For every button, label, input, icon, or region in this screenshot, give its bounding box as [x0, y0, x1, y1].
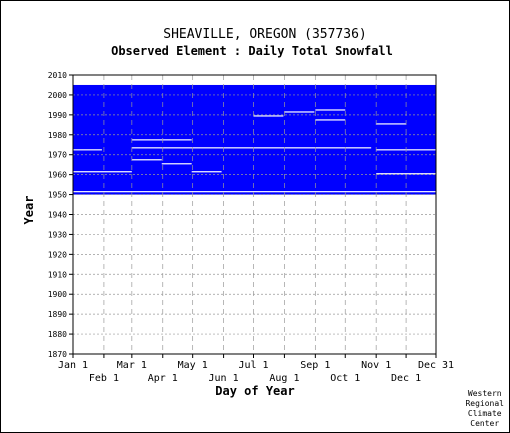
credit-line-1: Western — [467, 389, 502, 398]
y-tick-label: 1970 — [48, 151, 67, 160]
x-tick-label: Jan 1 — [58, 360, 88, 371]
y-tick-label: 1960 — [48, 171, 67, 180]
x-tick-label: Aug 1 — [269, 373, 299, 384]
chart-subtitle: Observed Element : Daily Total Snowfall — [111, 44, 393, 58]
y-axis-label: Year — [22, 196, 36, 225]
y-tick-label: 1990 — [48, 111, 67, 120]
y-tick-label: 1980 — [48, 131, 67, 140]
missing-data-segment — [376, 173, 436, 175]
y-tick-label: 1920 — [48, 250, 67, 259]
data-block — [73, 84, 436, 195]
y-tick-label: 2010 — [48, 71, 67, 80]
missing-data-segment — [253, 115, 284, 117]
missing-data-segment — [73, 191, 436, 193]
missing-data-segment — [191, 171, 222, 173]
y-tick-label: 1930 — [48, 230, 67, 239]
missing-data-segment — [284, 111, 315, 113]
y-tick-label: 1910 — [48, 270, 67, 279]
chart-title: SHEAVILLE, OREGON (357736) — [163, 27, 367, 42]
x-tick-label: Dec 31 — [418, 360, 454, 371]
missing-data-segment — [315, 109, 346, 111]
missing-data-segment — [161, 163, 192, 165]
x-tick-label: Jun 1 — [209, 373, 239, 384]
x-axis-label: Day of Year — [215, 384, 294, 398]
credit-line-3: Climate — [467, 409, 502, 418]
y-tick-label: 1950 — [48, 191, 67, 200]
missing-data-segment — [315, 119, 346, 121]
x-tick-label: Apr 1 — [148, 373, 178, 384]
y-tick-label: 1940 — [48, 211, 67, 220]
credit-line-4: Center — [470, 419, 500, 428]
credit-text: Western Regional Climate Center — [465, 389, 504, 429]
missing-data-segment — [73, 171, 132, 173]
missing-data-segment — [131, 159, 162, 161]
x-tick-label: Dec 1 — [391, 373, 421, 384]
x-tick-label: Oct 1 — [330, 373, 360, 384]
credit-line-2: Regional — [465, 399, 504, 408]
x-tick-label: Sep 1 — [300, 360, 330, 371]
missing-data-segment — [73, 149, 102, 151]
y-tick-label: 2000 — [48, 91, 67, 100]
missing-data-segment — [131, 139, 192, 141]
y-tick-label: 1890 — [48, 310, 67, 319]
x-tick-label: Mar 1 — [117, 360, 147, 371]
y-tick-label: 1870 — [48, 350, 67, 359]
x-tick-label: Jul 1 — [238, 360, 268, 371]
x-tick-label: Feb 1 — [89, 373, 119, 384]
missing-data-segment — [131, 147, 372, 149]
y-tick-label: 1880 — [48, 330, 67, 339]
y-tick-label: 1900 — [48, 290, 67, 299]
missing-data-segment — [376, 123, 407, 125]
x-tick-label: May 1 — [178, 360, 208, 371]
x-tick-label: Nov 1 — [361, 360, 391, 371]
